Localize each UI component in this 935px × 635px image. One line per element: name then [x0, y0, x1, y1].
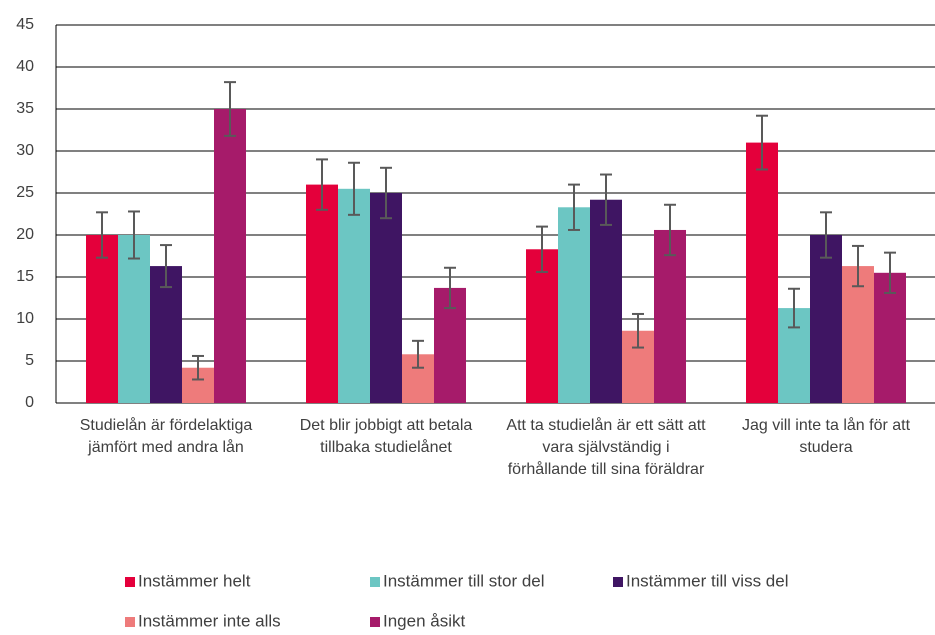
error-bar — [380, 166, 392, 220]
bar — [150, 266, 182, 403]
error-bar — [192, 354, 204, 381]
error-bar — [348, 161, 360, 216]
legend-label: Ingen åsikt — [383, 611, 465, 630]
error-bar — [664, 203, 676, 257]
legend-label: Instämmer till stor del — [383, 571, 545, 590]
error-bar — [536, 225, 548, 273]
legend-swatch — [125, 577, 135, 587]
legend-swatch — [125, 617, 135, 627]
y-tick-label: 20 — [16, 226, 34, 243]
legend-label: Instämmer inte alls — [138, 611, 281, 630]
bar — [842, 266, 874, 403]
error-bar — [884, 251, 896, 294]
legend-label: Instämmer till viss del — [626, 571, 788, 590]
bar — [654, 229, 686, 403]
error-bar — [632, 312, 644, 349]
bar — [338, 188, 370, 403]
y-tick-label: 45 — [16, 16, 34, 33]
legend-swatch — [613, 577, 623, 587]
bar — [306, 184, 338, 403]
error-bar — [96, 211, 108, 259]
y-tick-label: 0 — [25, 394, 34, 411]
bar — [86, 235, 118, 403]
bar — [590, 199, 622, 403]
x-tick-label: Att ta studielån är ett sätt att vara sjä… — [506, 416, 706, 478]
error-bar — [820, 211, 832, 259]
error-bar — [316, 158, 328, 211]
error-bar — [160, 244, 172, 289]
bar — [746, 142, 778, 403]
x-tick-label: Studielån är fördelaktiga jämfört med and… — [80, 416, 253, 456]
bar — [370, 193, 402, 403]
bar — [526, 249, 558, 403]
legend-swatch — [370, 577, 380, 587]
bar — [118, 235, 150, 403]
bar — [874, 272, 906, 403]
error-bar — [412, 339, 424, 369]
error-bar — [756, 114, 768, 171]
x-tick-label: Jag vill inte ta lån för att studera — [742, 416, 911, 456]
error-bar — [600, 173, 612, 226]
error-bar — [444, 266, 456, 310]
x-tick-label: Det blir jobbigt att betala tillbaka stud… — [300, 417, 473, 456]
y-tick-label: 15 — [16, 268, 34, 285]
error-bar — [852, 244, 864, 288]
y-tick-label: 5 — [25, 352, 34, 369]
error-bar — [128, 210, 140, 260]
y-tick-label: 10 — [16, 310, 34, 327]
y-tick-label: 35 — [16, 100, 34, 117]
legend-label: Instämmer helt — [138, 571, 251, 590]
y-tick-label: 25 — [16, 184, 34, 201]
error-bar — [224, 81, 236, 137]
error-bar — [788, 287, 800, 329]
y-tick-label: 30 — [16, 142, 34, 159]
bar — [810, 235, 842, 403]
error-bar — [568, 183, 580, 231]
bar — [214, 109, 246, 403]
y-tick-label: 40 — [16, 58, 34, 75]
legend-swatch — [370, 617, 380, 627]
bar — [558, 207, 590, 403]
